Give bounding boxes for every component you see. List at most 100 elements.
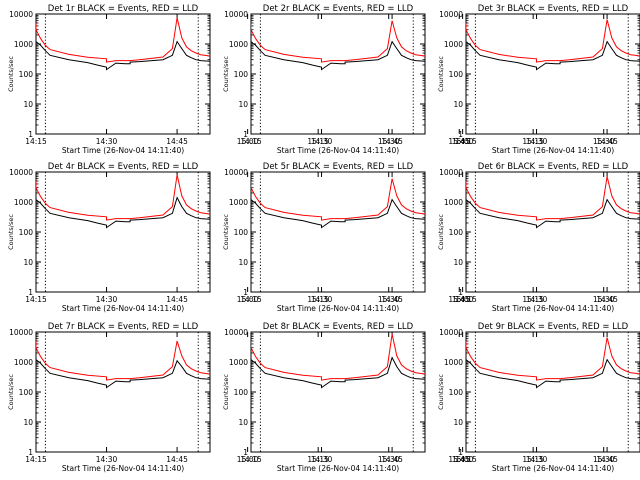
y-tick-label: 1 xyxy=(243,448,248,457)
y-tick-label: 10000 xyxy=(439,168,463,177)
lld-series-line xyxy=(36,17,210,63)
events-series-line xyxy=(466,40,640,71)
y-tick-label: 10000 xyxy=(224,10,248,19)
x-axis-label: Start Time (26-Nov-04 14:11:40) xyxy=(492,464,614,473)
x-tick-label: 14:15 xyxy=(25,137,47,146)
y-tick-label: 10 xyxy=(23,418,33,427)
panel-7: Det 7r BLACK = Events, RED = LLD 1 10 100 10… xyxy=(7,322,470,473)
x-axis-label: Start Time (26-Nov-04 14:11:40) xyxy=(492,146,614,155)
plot-frame xyxy=(35,171,211,293)
x-axis-label: Start Time (26-Nov-04 14:11:40) xyxy=(62,304,184,313)
x-axis-label: Start Time (26-Nov-04 14:11:40) xyxy=(277,146,399,155)
x-tick-label: 14:15 xyxy=(455,455,477,464)
x-tick-label: 15:00 xyxy=(452,455,474,464)
panel-title: Det 5r BLACK = Events, RED = LLD xyxy=(263,162,414,172)
y-tick-label: 10 xyxy=(453,258,463,267)
y-tick-label: 1000 xyxy=(14,198,33,207)
panel-6: Det 6r BLACK = Events, RED = LLD 1 10 100 10… xyxy=(437,162,640,313)
x-tick-label: 14:30 xyxy=(526,295,548,304)
x-tick-label: 14:15 xyxy=(25,455,47,464)
lld-series-line xyxy=(466,176,640,221)
y-tick-label: 10 xyxy=(238,418,248,427)
y-axis-label: Counts/sec xyxy=(437,374,445,410)
y-tick-label: 10 xyxy=(453,100,463,109)
x-tick-label: 14:30 xyxy=(96,137,118,146)
events-series-line xyxy=(251,40,425,71)
y-tick-label: 1 xyxy=(28,448,33,457)
panel-title: Det 3r BLACK = Events, RED = LLD xyxy=(478,4,629,14)
x-axis-label: Start Time (26-Nov-04 14:11:40) xyxy=(62,146,184,155)
x-tick-label: 14:15 xyxy=(455,137,477,146)
y-tick-label: 1000 xyxy=(229,358,248,367)
y-tick-label: 10000 xyxy=(439,10,463,19)
y-tick-label: 100 xyxy=(234,70,249,79)
x-tick-label: 14:30 xyxy=(311,455,333,464)
panel-title: Det 1r BLACK = Events, RED = LLD xyxy=(48,4,199,14)
y-tick-label: 100 xyxy=(234,228,249,237)
plot-frame xyxy=(250,171,426,293)
panel-5: Det 5r BLACK = Events, RED = LLD 1 10 100 10… xyxy=(222,162,615,313)
x-tick-label: 14:45 xyxy=(381,455,403,464)
x-tick-label: 15:15 xyxy=(307,137,329,146)
x-tick-label: 14:45 xyxy=(596,455,618,464)
panel-title: Det 6r BLACK = Events, RED = LLD xyxy=(478,162,629,172)
x-tick-label: 14:45 xyxy=(166,455,188,464)
plot-frame xyxy=(465,13,640,135)
y-tick-label: 1 xyxy=(28,288,33,297)
y-tick-label: 1 xyxy=(243,130,248,139)
plot-frame xyxy=(465,171,640,293)
y-axis-label: Counts/sec xyxy=(437,214,445,250)
x-tick-label: 15:45 xyxy=(448,455,470,464)
x-tick-label: 15:30 xyxy=(593,295,615,304)
x-tick-label: 15:30 xyxy=(593,455,615,464)
panel-4: Det 4r BLACK = Events, RED = LLD 1 10 100 10… xyxy=(7,162,470,313)
y-tick-label: 100 xyxy=(19,228,34,237)
x-tick-label: 15:00 xyxy=(237,455,259,464)
panel-9: Det 9r BLACK = Events, RED = LLD 1 10 100 10… xyxy=(437,322,640,473)
lld-series-line xyxy=(466,19,640,63)
x-tick-label: 15:30 xyxy=(593,137,615,146)
y-tick-label: 1 xyxy=(458,288,463,297)
y-axis-label: Counts/sec xyxy=(7,56,15,92)
y-axis-label: Counts/sec xyxy=(437,56,445,92)
lld-series-line xyxy=(251,178,425,221)
x-tick-label: 14:30 xyxy=(311,137,333,146)
x-tick-label: 14:45 xyxy=(166,137,188,146)
x-tick-label: 14:15 xyxy=(455,295,477,304)
y-tick-label: 1000 xyxy=(14,40,33,49)
y-tick-label: 1000 xyxy=(229,40,248,49)
y-tick-label: 10000 xyxy=(9,10,33,19)
y-tick-label: 10 xyxy=(23,258,33,267)
y-tick-label: 10 xyxy=(23,100,33,109)
y-tick-label: 10 xyxy=(238,100,248,109)
plot-frame xyxy=(250,13,426,135)
y-axis-label: Counts/sec xyxy=(7,374,15,410)
y-axis-label: Counts/sec xyxy=(222,214,230,250)
lld-series-line xyxy=(36,174,210,221)
x-tick-label: 15:00 xyxy=(452,295,474,304)
panel-title: Det 2r BLACK = Events, RED = LLD xyxy=(263,4,414,14)
events-series-line xyxy=(251,198,425,229)
x-tick-label: 15:00 xyxy=(237,295,259,304)
y-tick-label: 10 xyxy=(238,258,248,267)
y-axis-label: Counts/sec xyxy=(7,214,15,250)
x-axis-label: Start Time (26-Nov-04 14:11:40) xyxy=(62,464,184,473)
x-tick-label: 15:15 xyxy=(522,295,544,304)
events-series-line xyxy=(466,358,640,389)
x-tick-label: 15:15 xyxy=(307,455,329,464)
x-axis-label: Start Time (26-Nov-04 14:11:40) xyxy=(277,464,399,473)
y-tick-label: 100 xyxy=(449,228,464,237)
panel-title: Det 8r BLACK = Events, RED = LLD xyxy=(263,322,414,332)
panel-title: Det 9r BLACK = Events, RED = LLD xyxy=(478,322,629,332)
x-tick-label: 15:30 xyxy=(378,295,400,304)
events-series-line xyxy=(466,198,640,229)
lld-series-line xyxy=(251,20,425,63)
x-tick-label: 14:45 xyxy=(596,137,618,146)
y-tick-label: 1000 xyxy=(444,40,463,49)
events-series-line xyxy=(36,196,210,229)
lld-series-line xyxy=(466,337,640,381)
plot-frame xyxy=(250,331,426,453)
x-tick-label: 14:30 xyxy=(96,455,118,464)
x-axis-label: Start Time (26-Nov-04 14:11:40) xyxy=(492,304,614,313)
